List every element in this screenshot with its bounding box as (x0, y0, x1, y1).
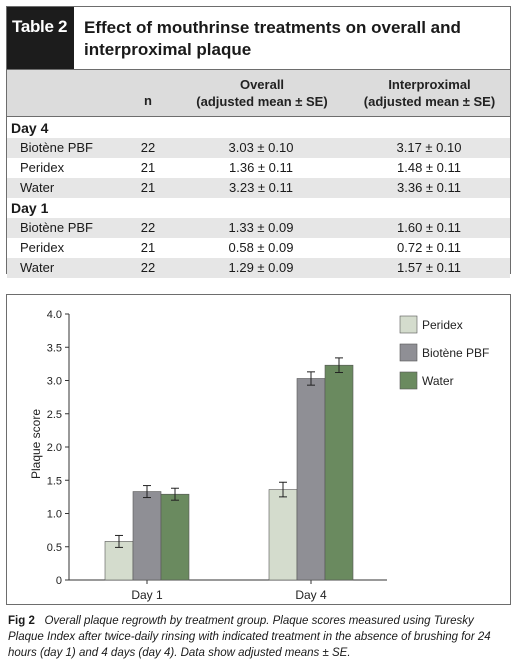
chart-bars (104, 357, 354, 581)
chart-axes: 0 0.5 1.0 1.5 2.0 2.5 3.0 3.5 4.0 Day 1 Day 4 (47, 309, 387, 602)
row-overall: 3.03 ± 0.10 (228, 140, 294, 155)
caption-lead: Fig 2 (8, 615, 35, 627)
row-n: 21 (140, 240, 156, 255)
header-overall: Overall (adjusted mean ± SE) (187, 76, 337, 110)
bar (324, 364, 354, 581)
table-row: Peridex 21 1.36 ± 0.11 1.48 ± 0.11 (7, 158, 510, 178)
row-overall: 1.29 ± 0.09 (228, 260, 294, 275)
row-interproximal: 3.36 ± 0.11 (397, 180, 461, 195)
table-title-row: Table 2 Effect of mouthrinse treatments … (7, 7, 510, 69)
table-tag: Table 2 (7, 7, 74, 69)
y-axis-label: Plaque score (29, 409, 43, 479)
y-tick-label: 2.0 (47, 442, 62, 454)
row-interproximal: 1.57 ± 0.11 (397, 260, 461, 275)
header-inter-line-1: Interproximal (388, 77, 471, 92)
row-n: 22 (140, 140, 156, 155)
y-tick-label: 2.5 (47, 409, 62, 421)
row-name: Peridex (20, 240, 65, 255)
table-row: Peridex 21 0.58 ± 0.09 0.72 ± 0.11 (7, 238, 510, 258)
row-overall: 1.36 ± 0.11 (229, 160, 293, 175)
bar-chart: 0 0.5 1.0 1.5 2.0 2.5 3.0 3.5 4.0 Day 1 Day 4 Peri… (29, 309, 489, 602)
y-tick-label: 3.5 (47, 342, 62, 354)
caption-text: Overall plaque regrowth by treatment gro… (8, 615, 491, 659)
row-interproximal: 0.72 ± 0.11 (397, 240, 461, 255)
header-n: n (144, 93, 152, 108)
row-n: 22 (140, 260, 156, 275)
group-row-day4: Day 4 (7, 118, 510, 138)
row-name: Water (20, 260, 55, 275)
y-tick-label: 0.5 (47, 542, 62, 554)
table-row: Biotène PBF 22 3.03 ± 0.10 3.17 ± 0.10 (7, 138, 510, 158)
y-tick-label: 4.0 (47, 309, 62, 321)
x-tick-label: Day 4 (295, 588, 327, 602)
y-tick-label: 0 (56, 575, 62, 587)
table-row: Water 21 3.23 ± 0.11 3.36 ± 0.11 (7, 178, 510, 198)
row-overall: 0.58 ± 0.09 (228, 240, 294, 255)
row-n: 21 (140, 180, 156, 195)
group-label: Day 1 (11, 200, 49, 216)
row-overall: 3.23 ± 0.11 (229, 180, 293, 195)
row-interproximal: 3.17 ± 0.10 (396, 140, 462, 155)
figure-caption: Fig 2 Overall plaque regrowth by treatme… (8, 613, 508, 661)
row-name: Biotène PBF (20, 220, 93, 235)
header-inter-line-2: (adjusted mean ± SE) (363, 94, 496, 109)
header-overall-line-2: (adjusted mean ± SE) (196, 94, 328, 109)
y-tick-label: 1.0 (47, 509, 62, 521)
bar (132, 491, 162, 581)
y-tick-label: 1.5 (47, 475, 62, 487)
figure-panel: 0 0.5 1.0 1.5 2.0 2.5 3.0 3.5 4.0 Day 1 Day 4 Peri… (6, 294, 511, 605)
legend-swatch (399, 315, 418, 334)
row-name: Water (20, 180, 55, 195)
table-title-line-1: Effect of mouthrinse treatments on overa… (84, 18, 461, 37)
legend-swatch (399, 343, 418, 362)
bar (160, 493, 190, 581)
legend-label: Peridex (422, 318, 463, 332)
row-n: 21 (140, 160, 156, 175)
bar (296, 378, 326, 581)
table-row: Biotène PBF 22 1.33 ± 0.09 1.60 ± 0.11 (7, 218, 510, 238)
legend-swatch (399, 371, 418, 390)
row-name: Peridex (20, 160, 65, 175)
table-row: Water 22 1.29 ± 0.09 1.57 ± 0.11 (7, 258, 510, 278)
row-interproximal: 1.48 ± 0.11 (397, 160, 461, 175)
row-overall: 1.33 ± 0.09 (228, 220, 294, 235)
group-label: Day 4 (11, 120, 49, 136)
table-title: Effect of mouthrinse treatments on overa… (74, 7, 461, 69)
chart-legend: Peridex Biotène PBF Water (399, 315, 489, 390)
row-name: Biotène PBF (20, 140, 93, 155)
bar (268, 489, 298, 581)
legend-label: Biotène PBF (422, 346, 489, 360)
y-tick-label: 3.0 (47, 376, 62, 388)
legend-label: Water (422, 374, 454, 388)
table-header-row: n Overall (adjusted mean ± SE) Interprox… (7, 69, 510, 117)
group-row-day1: Day 1 (7, 198, 510, 218)
table-title-line-2: interproximal plaque (84, 40, 252, 59)
row-n: 22 (140, 220, 156, 235)
row-interproximal: 1.60 ± 0.11 (397, 220, 461, 235)
header-overall-line-1: Overall (239, 77, 285, 92)
x-tick-label: Day 1 (131, 588, 163, 602)
results-table: Table 2 Effect of mouthrinse treatments … (6, 6, 511, 278)
header-interproximal: Interproximal (adjusted mean ± SE) (352, 76, 507, 110)
